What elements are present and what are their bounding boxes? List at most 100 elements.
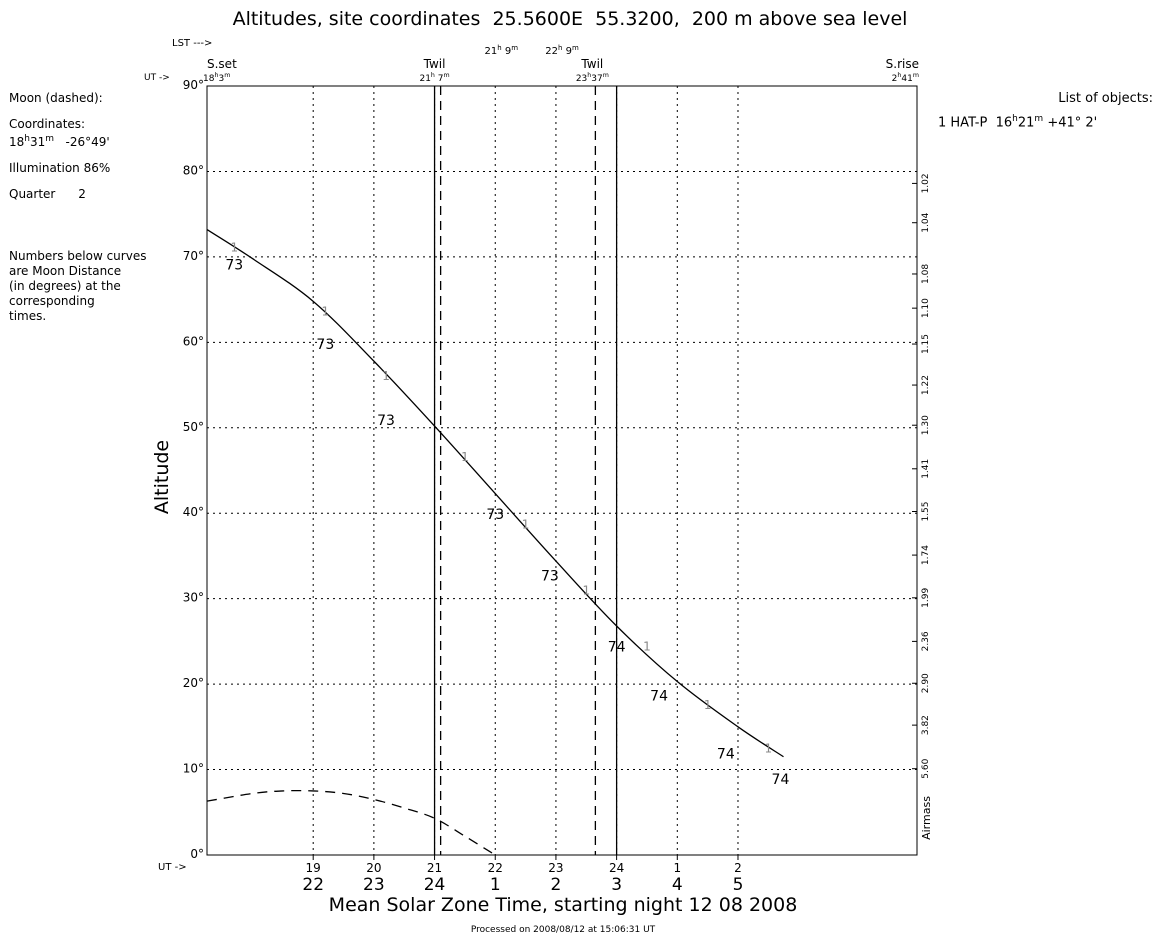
x-tick-label-local: 1 <box>490 875 501 895</box>
x-axis-title: Mean Solar Zone Time, starting night 12 … <box>329 894 798 916</box>
moon-label: Moon (dashed): <box>9 91 103 105</box>
x-tick-label-ut: 1 <box>673 861 681 875</box>
airmass-tick-label: 1.74 <box>921 545 931 565</box>
moon-distance-label: 74 <box>608 640 626 656</box>
note-line: corresponding <box>9 294 95 308</box>
x-tick-label-ut: 23 <box>548 861 563 875</box>
x-tick-label-ut: 2 <box>734 861 742 875</box>
y-tick-label: 80° <box>183 163 204 177</box>
moon-distance-label: 73 <box>225 258 243 274</box>
quarter-value: Quarter 2 <box>9 187 86 201</box>
y-tick-label: 60° <box>183 334 204 348</box>
ut-prefix-bottom: UT -> <box>158 862 187 873</box>
moon-distance-note: Numbers below curves are Moon Distance (… <box>9 249 146 324</box>
moon-info-panel: Moon (dashed): Coordinates: 18h31m -26°4… <box>9 91 146 324</box>
ut-prefix-top: UT -> <box>144 73 170 83</box>
lst-tick-label: 21h 9m <box>485 44 519 57</box>
airmass-axis-title: Airmass <box>920 796 933 840</box>
event-time: 21h 7m <box>419 72 449 84</box>
x-tick-label-local: 5 <box>733 875 744 895</box>
note-line: (in degrees) at the <box>9 279 121 293</box>
moon-distance-label: 73 <box>541 569 559 585</box>
object-id-marker: 1 <box>382 369 390 383</box>
note-line: times. <box>9 309 47 323</box>
y-tick-label: 30° <box>183 591 204 605</box>
moon-distance-label: 74 <box>772 772 790 788</box>
object-id-marker: 1 <box>643 640 651 654</box>
x-tick-label-local: 2 <box>551 875 562 895</box>
airmass-tick-label: 1.55 <box>921 501 931 521</box>
event-time: 18h3m <box>203 72 230 84</box>
x-tick-label-ut: 22 <box>488 861 503 875</box>
airmass-tick-label: 1.99 <box>921 588 931 608</box>
x-tick-label-ut: 24 <box>609 861 624 875</box>
object-id-marker: 1 <box>704 698 712 712</box>
lst-tick-label: 22h 9m <box>545 44 579 57</box>
object-id-marker: 1 <box>322 305 330 319</box>
y-tick-label: 70° <box>183 249 204 263</box>
airmass-tick-label: 1.30 <box>921 415 931 435</box>
moon-distance-label: 74 <box>650 688 668 704</box>
airmass-tick-label: 1.04 <box>921 212 931 232</box>
coordinates-label: Coordinates: <box>9 117 86 131</box>
event-label: S.set <box>207 57 237 71</box>
airmass-tick-label: 2.36 <box>921 631 931 651</box>
airmass-tick-label: 1.15 <box>921 334 931 354</box>
object-id-marker: 1 <box>230 241 238 255</box>
x-tick-label-local: 3 <box>611 875 622 895</box>
event-time: 2h41m <box>892 72 919 84</box>
object-entry-prefix: 1 HAT-P 16 <box>938 115 1013 131</box>
y-tick-label: 0° <box>190 847 204 861</box>
lst-label: LST ---> <box>172 38 212 49</box>
y-tick-label: 40° <box>183 505 204 519</box>
moon-altitude-curve <box>206 789 496 856</box>
footer-processed: Processed on 2008/08/12 at 15:06:31 UT <box>471 925 656 935</box>
moon-distance-label: 73 <box>377 413 395 429</box>
airmass-tick-label: 1.10 <box>921 298 931 318</box>
y-axis-title: Altitude <box>151 440 173 514</box>
x-tick-label-ut: 21 <box>427 861 442 875</box>
airmass-tick-label: 1.22 <box>921 375 931 395</box>
plot-frame <box>206 85 918 856</box>
y-tick-label: 20° <box>183 676 204 690</box>
event-label: S.rise <box>886 57 919 71</box>
y-tick-label: 50° <box>183 420 204 434</box>
y-tick-label: 90° <box>183 78 204 92</box>
moon-ra-hours: 18 <box>9 135 25 149</box>
moon-distance-label: 73 <box>316 337 334 353</box>
moon-distance-label: 73 <box>486 507 504 523</box>
illumination-value: Illumination 86% <box>9 161 111 175</box>
event-label: Twil <box>580 57 603 71</box>
object-id-marker: 1 <box>582 583 590 597</box>
airmass-tick-label: 1.02 <box>921 173 931 193</box>
object-id-marker: 1 <box>765 741 773 755</box>
chart-title: Altitudes, site coordinates 25.5600E 55.… <box>233 8 908 30</box>
airmass-tick-label: 1.41 <box>921 459 931 479</box>
note-line: are Moon Distance <box>9 264 122 278</box>
airmass-tick-label: 2.90 <box>921 673 931 693</box>
event-label: Twil <box>423 57 446 71</box>
moon-declination: -26°49' <box>65 135 110 149</box>
object-id-marker: 1 <box>461 450 469 464</box>
x-tick-label-ut: 19 <box>306 861 321 875</box>
x-tick-label-ut: 20 <box>366 861 381 875</box>
object-entry-declination: +41° 2' <box>1047 115 1098 131</box>
moon-coordinates: 18h31m -26°49' <box>9 134 110 149</box>
x-tick-label-local: 4 <box>672 875 683 895</box>
object-list-title: List of objects: <box>1058 91 1153 106</box>
note-line: Numbers below curves <box>9 249 147 263</box>
moon-distance-label: 74 <box>717 746 735 762</box>
object-entry-minutes: 21 <box>1017 115 1035 131</box>
airmass-tick-label: 5.60 <box>921 758 931 778</box>
x-tick-label-local: 23 <box>363 875 385 895</box>
moon-ra-minutes: 31 <box>30 135 46 149</box>
x-tick-label-local: 24 <box>424 875 446 895</box>
event-time: 23h37m <box>576 72 609 84</box>
object-id-marker: 1 <box>522 517 530 531</box>
y-tick-label: 10° <box>183 762 204 776</box>
airmass-tick-label: 3.82 <box>921 715 931 735</box>
x-tick-label-local: 22 <box>302 875 324 895</box>
object-altitude-curve <box>206 228 784 758</box>
object-entry: 1 HAT-P 16h21m +41° 2' <box>938 114 1098 131</box>
